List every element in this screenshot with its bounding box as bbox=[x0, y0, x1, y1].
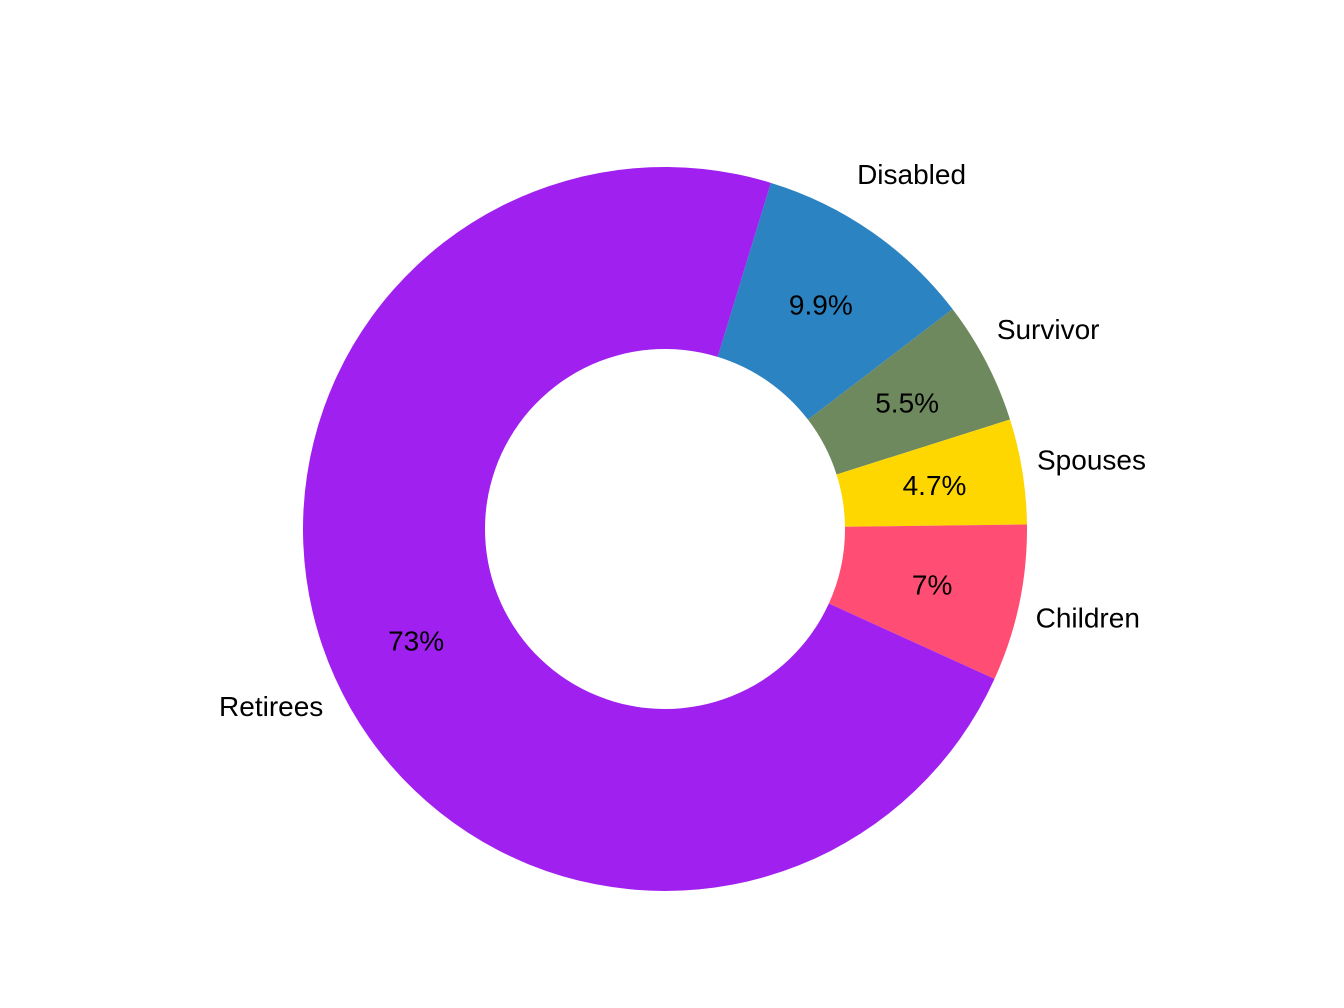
percent-labels-layer: 9.9% 5.5% 4.7% 7% 73% bbox=[388, 289, 966, 656]
slice-survivor bbox=[808, 309, 1011, 475]
category-label-survivor: Survivor bbox=[997, 314, 1100, 345]
percent-label-disabled: 9.9% bbox=[789, 289, 853, 320]
category-label-spouses: Spouses bbox=[1037, 445, 1146, 476]
category-labels-layer: Disabled Survivor Spouses Children Retirees bbox=[219, 159, 1146, 722]
percent-label-children: 7% bbox=[912, 570, 952, 601]
category-label-children: Children bbox=[1036, 602, 1140, 633]
slice-disabled bbox=[717, 182, 953, 420]
slice-spouses bbox=[836, 419, 1027, 527]
category-label-disabled: Disabled bbox=[857, 159, 966, 190]
category-label-retirees: Retirees bbox=[219, 691, 323, 722]
slice-retirees bbox=[303, 167, 995, 891]
slice-children bbox=[828, 524, 1027, 679]
percent-label-spouses: 4.7% bbox=[903, 470, 967, 501]
percent-label-retirees: 73% bbox=[388, 626, 444, 657]
slices-layer bbox=[303, 167, 1027, 891]
percent-label-survivor: 5.5% bbox=[875, 387, 939, 418]
